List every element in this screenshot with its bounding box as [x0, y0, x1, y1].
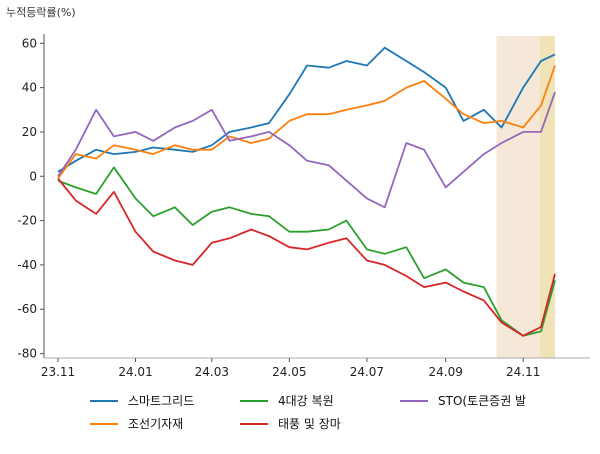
- y-tick-label: -80: [17, 347, 37, 361]
- legend-item: 조선기자재: [90, 415, 240, 432]
- series-lines: [57, 46, 556, 337]
- highlight-span-1: [539, 36, 555, 358]
- x-tick-label: 24.11: [506, 365, 540, 379]
- series-line-0: [57, 46, 556, 173]
- series-line-2: [57, 166, 556, 337]
- legend-swatch: [240, 422, 268, 425]
- legend-label: 4대강 복원: [278, 394, 334, 408]
- series-line-3: [57, 177, 556, 337]
- y-tick-label: 0: [29, 169, 37, 183]
- axes: 60 40 20 0 -20 -40 -60 -80 23.11 24.01 24.03 24.05 2…: [17, 34, 590, 379]
- x-tick-label: 24.03: [195, 365, 229, 379]
- legend-item: 4대강 복원: [240, 392, 400, 409]
- legend-label: 스마트그리드: [128, 394, 195, 408]
- series-line-1: [57, 65, 556, 180]
- legend-swatch: [90, 399, 118, 402]
- y-axis-label: 누적등락률(%): [6, 6, 76, 19]
- x-tick-label: 24.09: [429, 365, 463, 379]
- y-tick-label: -20: [17, 214, 37, 228]
- legend-label: STO(토큰증권 발: [438, 394, 527, 408]
- legend-swatch: [240, 399, 268, 402]
- legend-item: 스마트그리드: [90, 392, 240, 409]
- highlight-spans: [496, 36, 555, 358]
- x-tick-label: 24.07: [350, 365, 384, 379]
- x-tick-label: 24.01: [118, 365, 152, 379]
- legend-item: STO(토큰증권 발: [400, 392, 570, 409]
- legend-item: 태풍 및 장마: [240, 415, 400, 432]
- legend-swatch: [400, 399, 428, 402]
- y-tick-label: 60: [22, 36, 37, 50]
- y-tick-label: -40: [17, 258, 37, 272]
- y-tick-label: 40: [22, 81, 37, 95]
- y-tick-label: 20: [22, 125, 37, 139]
- x-tick-label: 23.11: [41, 365, 75, 379]
- x-tick-label: 24.05: [272, 365, 306, 379]
- legend-label: 조선기자재: [128, 417, 184, 431]
- legend-swatch: [90, 422, 118, 425]
- legend-label: 태풍 및 장마: [278, 417, 341, 431]
- y-tick-label: -60: [17, 302, 37, 316]
- series-line-4: [57, 91, 556, 209]
